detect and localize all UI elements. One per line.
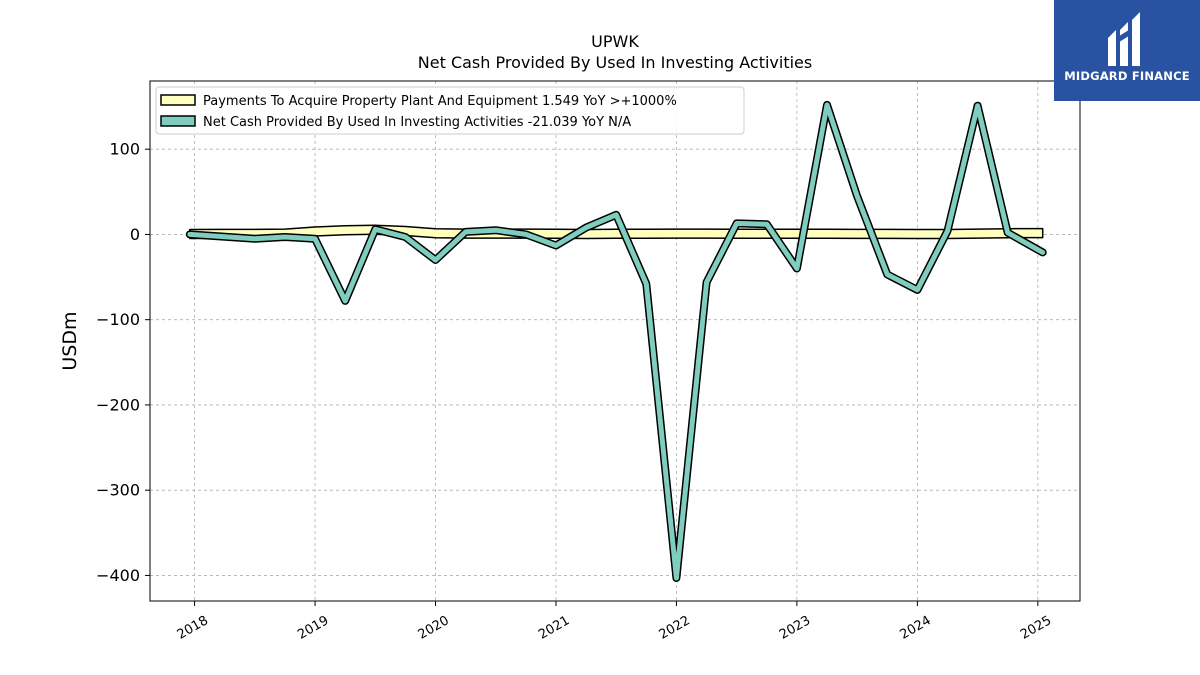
brand-logo: MIDGARD FINANCE (1054, 0, 1200, 101)
chart-title: UPWK (591, 32, 639, 51)
legend-frame (155, 86, 745, 135)
legend-swatch-ppe (160, 94, 196, 106)
plot-frame (149, 80, 1081, 602)
x-tick-label: 2019 (295, 613, 331, 643)
y-tick-label: −400 (96, 566, 140, 585)
x-tick-label: 2025 (1018, 613, 1054, 643)
series-investing-line (187, 102, 1046, 581)
chart-subtitle: Net Cash Provided By Used In Investing A… (418, 53, 812, 72)
y-tick-label: −300 (96, 481, 140, 500)
x-tick-label: 2018 (175, 613, 211, 643)
legend: Payments To Acquire Property Plant And E… (155, 86, 745, 135)
x-tick-label: 2023 (777, 613, 813, 643)
y-axis-label: USDm (59, 311, 81, 370)
logo-text: MIDGARD FINANCE (1064, 69, 1190, 83)
grid (150, 81, 1080, 601)
legend-label-ppe: Payments To Acquire Property Plant And E… (203, 94, 677, 109)
y-tick-label: −100 (96, 310, 140, 329)
x-tick-label: 2022 (657, 613, 693, 643)
legend-swatch-investing (160, 115, 196, 127)
x-tick-label: 2024 (898, 613, 934, 643)
legend-label-investing: Net Cash Provided By Used In Investing A… (203, 115, 631, 130)
y-tick-label: 100 (109, 140, 140, 159)
series-layer (185, 100, 1047, 582)
axis-ticks: 100 0 −100 −200 −300 −400 2018 2019 2020 2021 2022… (96, 140, 1054, 643)
y-tick-label: 0 (130, 225, 140, 244)
x-tick-label: 2020 (416, 613, 452, 643)
logo-mark-icon (1108, 12, 1140, 66)
y-tick-label: −200 (96, 395, 140, 414)
x-tick-label: 2021 (536, 613, 572, 643)
series-investing-outline (185, 100, 1047, 582)
